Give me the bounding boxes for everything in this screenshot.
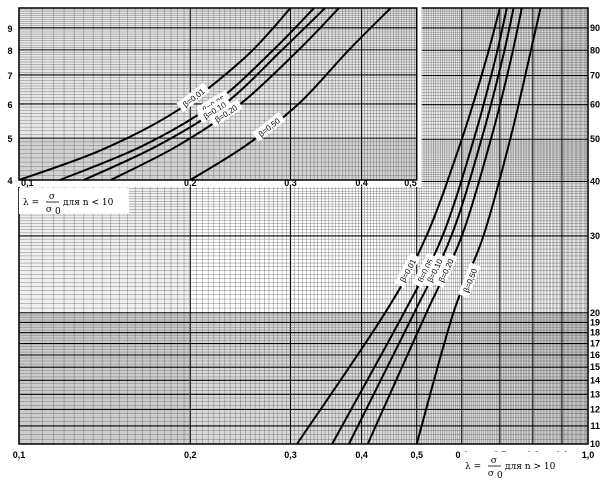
y-tick-label: 11: [590, 421, 600, 431]
label-bg: [196, 96, 232, 124]
y-tick-label: 30: [590, 231, 600, 241]
curve-main-beta-0-50: [415, 7, 542, 445]
label-bg: [251, 111, 286, 142]
y-tick-label: 50: [590, 134, 600, 144]
sigma-numerator: σ: [49, 192, 55, 202]
curve-main-beta-0-01: [296, 7, 501, 445]
label-bg: [461, 452, 571, 478]
sigma-subscript: 0: [497, 471, 503, 481]
curve-main-beta-0-20: [366, 7, 523, 445]
label-condition: для n > 10: [505, 462, 556, 472]
label-bg: [176, 82, 211, 113]
label-condition: для n < 10: [63, 198, 114, 208]
sigma-numerator: σ: [491, 456, 497, 466]
y-tick-label: 90: [590, 23, 600, 33]
y-tick-label: 14: [590, 375, 600, 385]
x-tick-label: 0,4: [355, 450, 368, 460]
y-tick-label: 16: [590, 350, 600, 360]
inset-y-tick-label: 7: [7, 71, 12, 81]
inset-x-tick-label: 0,5: [404, 178, 417, 188]
y-tick-label: 17: [590, 339, 600, 349]
y-tick-label: 13: [590, 389, 600, 399]
label-bg: [208, 99, 243, 128]
inset-y-tick-label: 5: [7, 134, 12, 144]
curve-inset-beta-0-20: [110, 7, 340, 181]
x-tick-label: 0,2: [184, 450, 197, 460]
y-tick-label: 80: [590, 45, 600, 55]
x-tick-label: 0,5: [410, 450, 423, 460]
y-tick-label: 18: [590, 328, 600, 338]
inset-y-tick-label: 9: [7, 24, 12, 34]
inset-y-tick-label: 4: [7, 176, 12, 186]
x-tick-label: 1,0: [582, 450, 595, 460]
inset-y-tick-label: 8: [7, 46, 12, 56]
inset-x-tick-label: 0,1: [21, 178, 34, 188]
inset-y-tick-label: 6: [7, 100, 12, 110]
label-bg: [433, 252, 458, 289]
curve-inset-beta-0-50: [189, 7, 392, 181]
curve-inset-beta-0-01: [18, 7, 292, 181]
label-bg: [19, 188, 129, 214]
beta-curves: β=0,01β=0,05β=0,10β=0,20 β=0,50β=0,01β=0,…: [18, 7, 542, 445]
band-low: [19, 312, 588, 444]
curve-main-beta-0-05: [331, 7, 508, 445]
label-bg: [394, 252, 421, 288]
label-bg: [458, 262, 481, 299]
inset-x-tick-label: 0,2: [184, 178, 197, 188]
x-tick-label: 0,1: [13, 450, 26, 460]
inset-frame: [18, 7, 418, 181]
y-tick-label: 20: [590, 308, 600, 318]
label-bg: [421, 252, 447, 288]
label-bg: [412, 252, 438, 288]
y-tick-label: 15: [590, 362, 600, 372]
y-tick-label: 10: [590, 439, 600, 449]
y-tick-label: 70: [590, 71, 600, 81]
sigma-denominator: σ: [46, 205, 52, 215]
lambda-symbol: λ =: [465, 462, 481, 472]
y-tick-label: 12: [590, 404, 600, 414]
sigma-subscript: 0: [55, 207, 61, 217]
x-tick-label: 0,3: [284, 450, 297, 460]
y-tick-label: 40: [590, 177, 600, 187]
sigma-denominator: σ: [488, 469, 494, 479]
lambda-symbol: λ =: [23, 198, 39, 208]
y-tick-label: 60: [590, 100, 600, 110]
curve-main-beta-0-10: [348, 7, 515, 445]
inset-x-tick-label: 0,3: [284, 178, 297, 188]
inset-x-tick-label: 0,4: [355, 178, 368, 188]
y-tick-label: 19: [590, 317, 600, 327]
inset-band: [19, 138, 417, 180]
